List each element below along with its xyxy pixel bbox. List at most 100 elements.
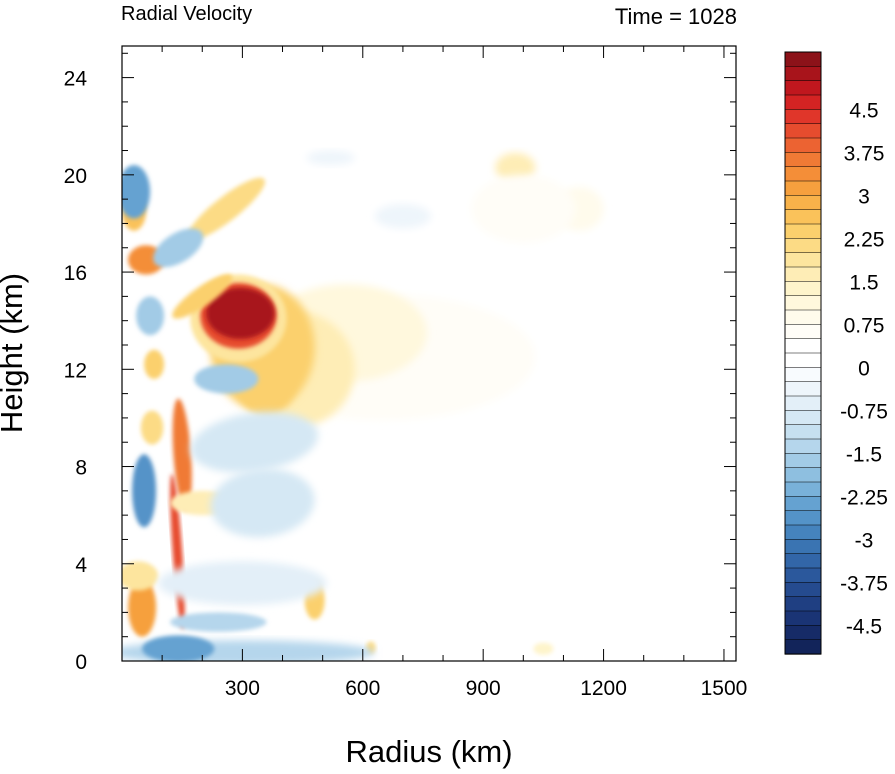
colorbar-label: 4.5 <box>849 99 878 122</box>
colorbar-swatch <box>784 209 822 225</box>
colorbar-swatch <box>784 109 822 125</box>
colorbar-label: -3.75 <box>840 572 888 595</box>
chart-title-left: Radial Velocity <box>121 3 252 25</box>
colorbar-swatch <box>784 166 822 182</box>
outflow-region <box>471 174 576 243</box>
x-tick-label: 900 <box>466 677 501 700</box>
y-tick-label: 16 <box>64 262 87 285</box>
colorbar-swatch <box>784 395 822 411</box>
y-tick-label: 0 <box>75 651 87 674</box>
inflow-region <box>374 204 431 229</box>
outflow-region <box>144 349 165 379</box>
colorbar-swatch <box>784 238 822 254</box>
inflow-region <box>153 228 204 268</box>
colorbar-swatch <box>784 180 822 196</box>
colorbar-label: -4.5 <box>846 615 882 638</box>
colorbar-swatch <box>784 467 822 483</box>
colorbar-label: -2.25 <box>840 486 888 509</box>
colorbar-swatch <box>784 80 822 96</box>
colorbar-swatch <box>784 625 822 641</box>
colorbar-swatch <box>784 496 822 512</box>
y-tick-label: 24 <box>64 68 88 91</box>
colorbar-swatch <box>784 381 822 397</box>
outflow-region <box>172 398 192 511</box>
inflow-region <box>158 561 327 606</box>
colorbar-swatch <box>784 252 822 268</box>
inflow-region <box>306 150 355 166</box>
y-tick-label: 12 <box>64 359 87 382</box>
colorbar-swatch <box>784 510 822 526</box>
y-tick-label: 4 <box>75 554 87 577</box>
colorbar-swatch <box>784 567 822 583</box>
outflow-region <box>206 287 275 339</box>
outflow-region <box>140 410 164 445</box>
y-tick-label: 8 <box>75 457 87 480</box>
inflow-region <box>210 468 315 538</box>
colorbar-label: 3.75 <box>844 142 885 165</box>
colorbar-swatch <box>784 309 822 325</box>
colorbar-swatch <box>784 424 822 440</box>
colorbar-swatch <box>784 438 822 454</box>
outflow-region <box>128 578 157 637</box>
colorbar-swatch <box>784 352 822 368</box>
velocity-field <box>122 150 604 661</box>
plot-frame <box>121 45 737 662</box>
x-axis-label: Radius (km) <box>345 734 512 769</box>
colorbar-label: 2.25 <box>844 228 885 251</box>
colorbar-swatch <box>784 295 822 311</box>
x-axis: 300 600 900 1200 1500 <box>161 46 748 700</box>
colorbar-label: -0.75 <box>840 400 888 423</box>
y-axis: 0 4 8 12 16 20 24 <box>64 52 736 674</box>
colorbar-swatch <box>784 539 822 555</box>
x-tick-label: 1200 <box>580 677 627 700</box>
colorbar-swatch <box>784 639 822 655</box>
inflow-region <box>136 296 165 336</box>
colorbar-swatch <box>784 338 822 354</box>
colorbar-swatch <box>784 582 822 598</box>
colorbar-frame <box>784 51 822 655</box>
colorbar-swatch <box>784 137 822 153</box>
colorbar-swatch <box>784 367 822 383</box>
colorbar-swatch <box>784 553 822 569</box>
colorbar-swatch <box>784 610 822 626</box>
colorbar-label: 0.75 <box>844 314 885 337</box>
outflow-region <box>122 561 159 591</box>
inflow-region <box>170 612 267 632</box>
colorbar-swatch <box>784 281 822 297</box>
y-axis-label: Height (km) <box>0 273 29 433</box>
outflow-region <box>172 274 233 319</box>
x-tick-label: 300 <box>225 677 260 700</box>
outflow-region <box>533 642 554 655</box>
x-tick-label: 600 <box>345 677 380 700</box>
y-tick-label: 20 <box>64 165 87 188</box>
inflow-region <box>190 411 319 473</box>
colorbar-swatch <box>784 453 822 469</box>
colorbar-swatch <box>784 223 822 239</box>
colorbar-label: 0 <box>858 357 870 380</box>
colorbar-label: -1.5 <box>846 443 882 466</box>
colorbar-swatch <box>784 66 822 82</box>
colorbar-swatch <box>784 152 822 168</box>
colorbar-swatch <box>784 123 822 139</box>
colorbar-swatch <box>784 596 822 612</box>
colorbar-swatch <box>784 195 822 211</box>
colorbar-swatch <box>784 481 822 497</box>
colorbar-label: 3 <box>858 185 870 208</box>
inflow-region <box>142 635 215 661</box>
colorbar-swatch <box>784 324 822 340</box>
colorbar-swatch <box>784 94 822 110</box>
outflow-region <box>187 177 266 241</box>
colorbar-swatch <box>784 410 822 426</box>
colorbar-swatch <box>784 524 822 540</box>
outflow-region <box>495 152 536 183</box>
x-tick-label: 1500 <box>701 677 748 700</box>
colorbar-swatch <box>784 266 822 282</box>
colorbar-label: 1.5 <box>849 271 878 294</box>
chart-title-right: Time = 1028 <box>615 4 737 29</box>
colorbar-swatch <box>784 51 822 67</box>
inflow-region <box>194 364 259 394</box>
colorbar: 4.5 3.75 3 2.25 1.5 0.75 0 -0.75 -1.5 -2.25 -3 -3.7… <box>784 51 888 655</box>
inflow-region <box>132 454 157 528</box>
inflow-region <box>122 165 151 219</box>
